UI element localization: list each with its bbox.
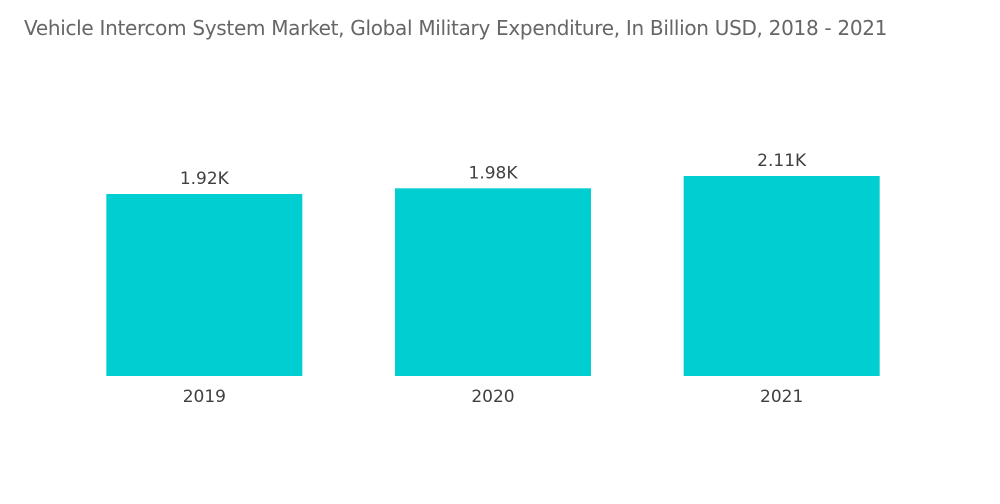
x-tick-labels-layer: 2019 2020 2021	[183, 387, 804, 407]
value-label-2021: 2.11K	[757, 151, 807, 171]
x-tick-label-2020: 2020	[471, 387, 514, 407]
chart-title: Vehicle Intercom System Market, Global M…	[24, 16, 888, 40]
x-tick-label-2019: 2019	[183, 387, 226, 407]
bars-layer	[106, 176, 880, 376]
bar-2019	[106, 194, 303, 376]
value-label-2020: 1.98K	[469, 163, 519, 183]
bar-2020	[395, 188, 591, 376]
x-tick-label-2021: 2021	[760, 387, 803, 407]
bar-2021	[683, 176, 880, 376]
value-label-2019: 1.92K	[180, 169, 230, 189]
value-labels-layer: 1.92K 1.98K 2.11K	[180, 151, 807, 189]
